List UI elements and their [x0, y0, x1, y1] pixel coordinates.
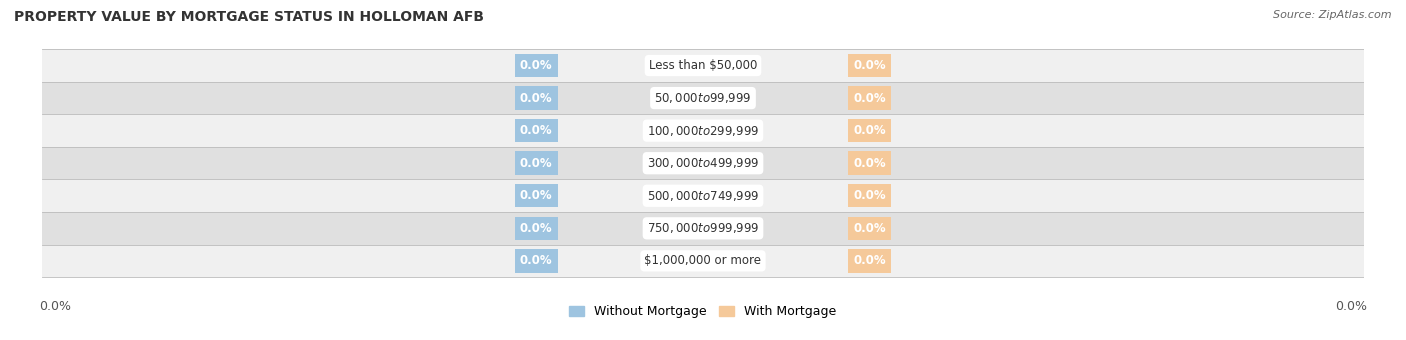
Text: PROPERTY VALUE BY MORTGAGE STATUS IN HOLLOMAN AFB: PROPERTY VALUE BY MORTGAGE STATUS IN HOL… [14, 10, 484, 24]
Bar [42, 82, 1364, 114]
Text: 0.0%: 0.0% [853, 91, 886, 105]
Text: Less than $50,000: Less than $50,000 [648, 59, 758, 72]
Text: Source: ZipAtlas.com: Source: ZipAtlas.com [1274, 10, 1392, 20]
Legend: Without Mortgage, With Mortgage: Without Mortgage, With Mortgage [564, 301, 842, 323]
Bar [42, 244, 1364, 277]
Text: 0.0%: 0.0% [520, 189, 553, 202]
Text: 0.0%: 0.0% [853, 157, 886, 170]
Bar [848, 217, 891, 240]
Bar [42, 114, 1364, 147]
Bar [848, 86, 891, 110]
Text: 0.0%: 0.0% [853, 254, 886, 267]
Text: $750,000 to $999,999: $750,000 to $999,999 [647, 221, 759, 235]
Text: 0.0%: 0.0% [520, 222, 553, 235]
Bar [515, 119, 558, 142]
Bar [42, 212, 1364, 244]
Bar [848, 249, 891, 273]
Text: 0.0%: 0.0% [520, 157, 553, 170]
Bar [848, 54, 891, 77]
Text: 0.0%: 0.0% [520, 59, 553, 72]
Bar [42, 180, 1364, 212]
Text: $300,000 to $499,999: $300,000 to $499,999 [647, 156, 759, 170]
Text: 0.0%: 0.0% [520, 124, 553, 137]
Bar [515, 54, 558, 77]
Text: $500,000 to $749,999: $500,000 to $749,999 [647, 189, 759, 203]
Bar [515, 217, 558, 240]
Bar [515, 184, 558, 207]
Text: 0.0%: 0.0% [853, 222, 886, 235]
Text: 0.0%: 0.0% [1334, 300, 1367, 313]
Bar [515, 152, 558, 175]
Bar [515, 249, 558, 273]
Bar [42, 49, 1364, 82]
Text: 0.0%: 0.0% [520, 254, 553, 267]
Text: 0.0%: 0.0% [520, 91, 553, 105]
Text: 0.0%: 0.0% [853, 59, 886, 72]
Bar [848, 152, 891, 175]
Text: 0.0%: 0.0% [853, 124, 886, 137]
Bar [848, 184, 891, 207]
Text: $50,000 to $99,999: $50,000 to $99,999 [654, 91, 752, 105]
Text: 0.0%: 0.0% [853, 189, 886, 202]
Text: $1,000,000 or more: $1,000,000 or more [644, 254, 762, 267]
Bar [42, 147, 1364, 180]
Text: $100,000 to $299,999: $100,000 to $299,999 [647, 124, 759, 138]
Text: 0.0%: 0.0% [39, 300, 72, 313]
Bar [848, 119, 891, 142]
Bar [515, 86, 558, 110]
